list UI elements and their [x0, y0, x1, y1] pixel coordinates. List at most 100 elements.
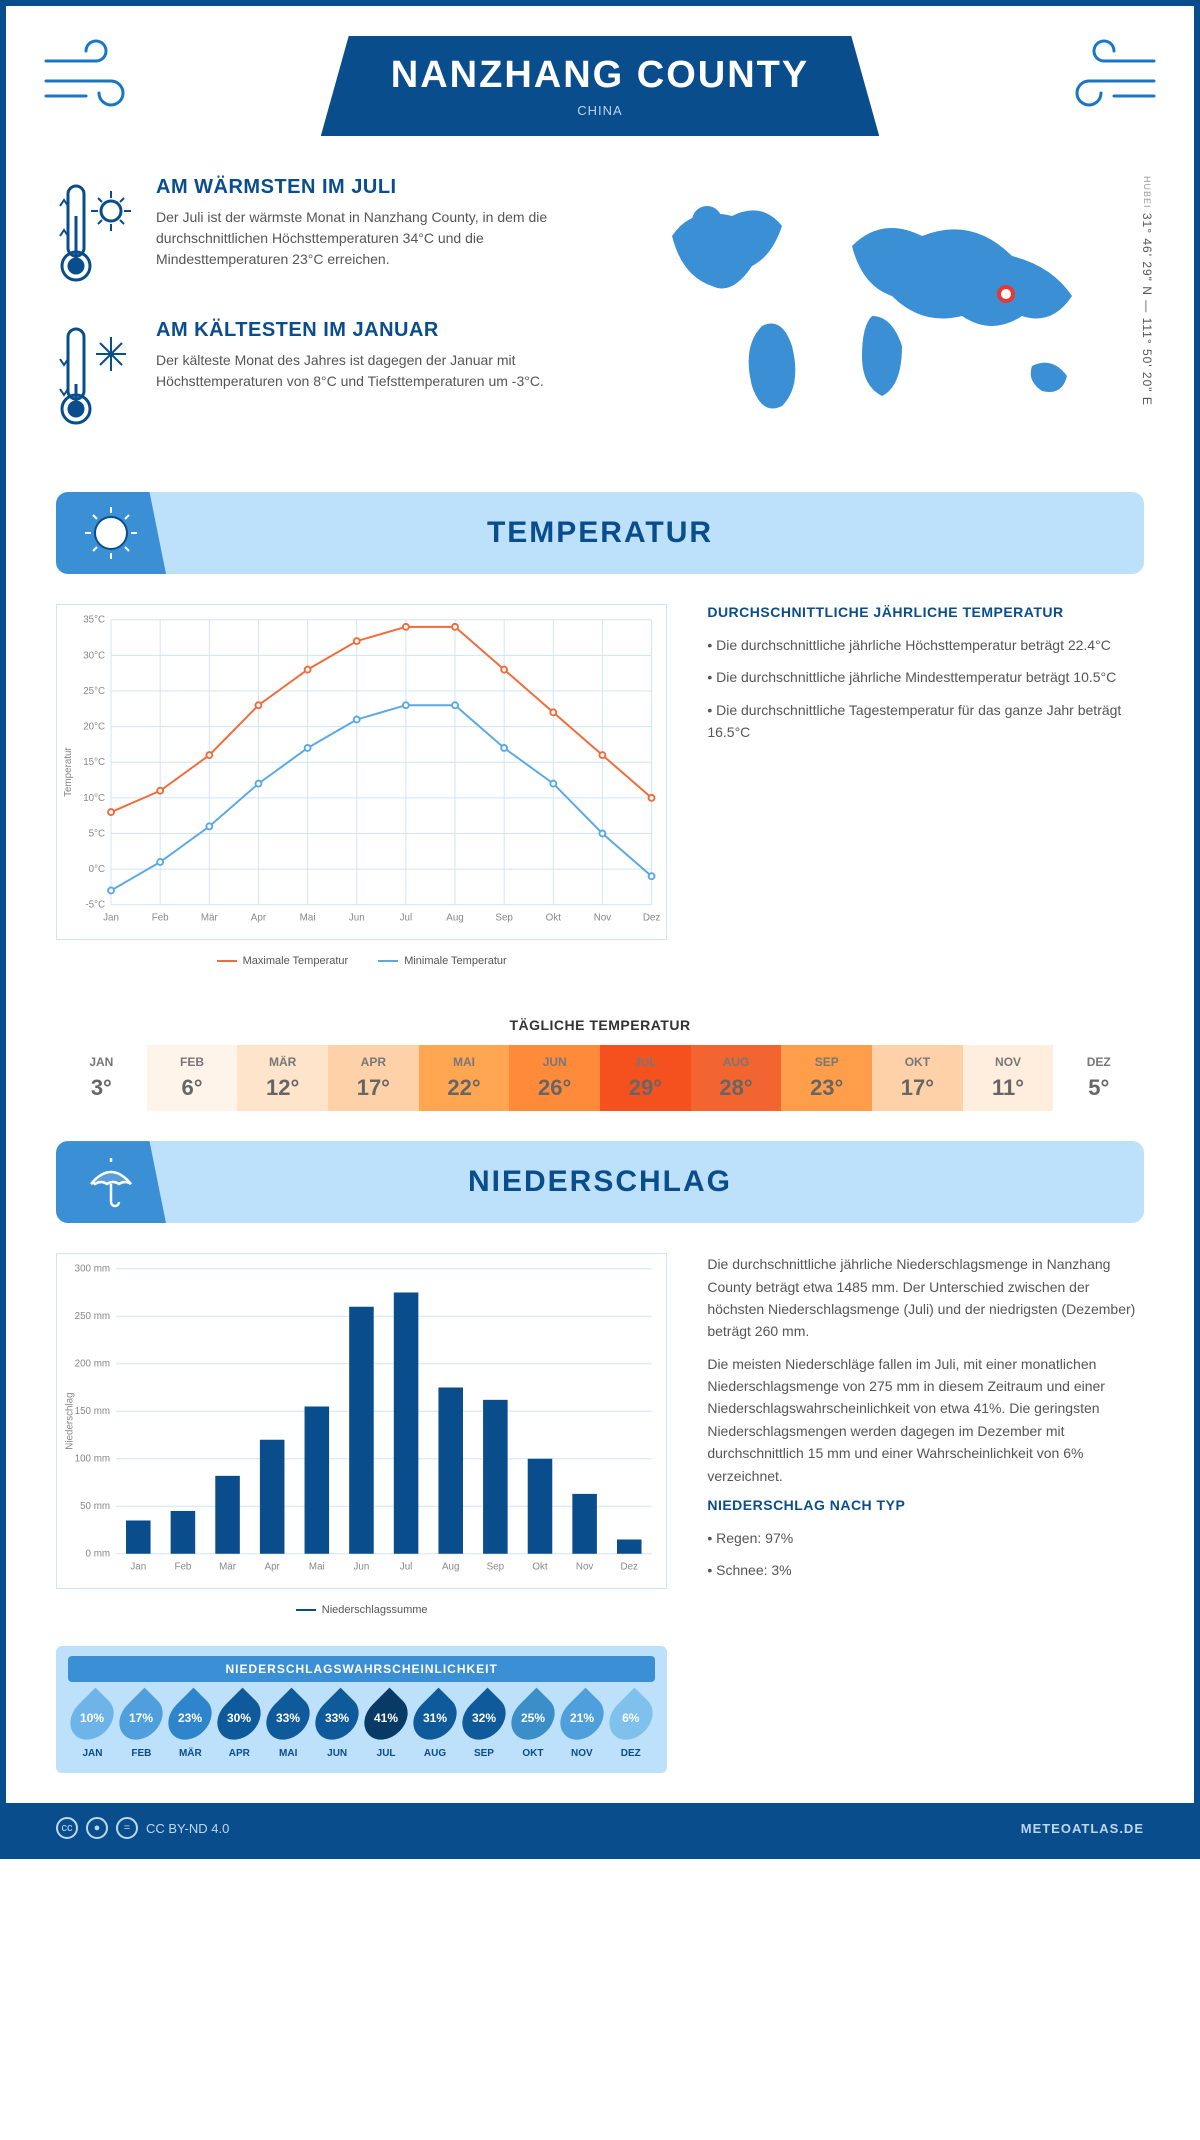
- precipitation-bar-chart: 0 mm50 mm100 mm150 mm200 mm250 mm300 mmJ…: [56, 1253, 667, 1589]
- daily-temp-cell: NOV11°: [963, 1045, 1054, 1111]
- svg-text:-5°C: -5°C: [85, 900, 105, 911]
- svg-text:30°C: 30°C: [83, 650, 105, 661]
- legend-bar: Niederschlagssumme: [296, 1604, 428, 1616]
- svg-text:100 mm: 100 mm: [75, 1454, 110, 1465]
- svg-text:Sep: Sep: [495, 912, 513, 923]
- legend-min: Minimale Temperatur: [378, 955, 507, 967]
- svg-text:Okt: Okt: [532, 1562, 548, 1573]
- svg-text:15°C: 15°C: [83, 757, 105, 768]
- cc-icon: cc: [56, 1817, 78, 1839]
- license-text: CC BY-ND 4.0: [146, 1821, 229, 1836]
- footer: cc ● = CC BY-ND 4.0 METEOATLAS.DE: [6, 1803, 1194, 1853]
- svg-text:Feb: Feb: [174, 1562, 191, 1573]
- fact-coldest: AM KÄLTESTEN IM JANUAR Der kälteste Mona…: [56, 319, 580, 434]
- precip-paragraph-1: Die durchschnittliche jährliche Niedersc…: [707, 1253, 1144, 1343]
- infographic-page: NANZHANG COUNTY CHINA AM WÄRMSTEN IM JUL…: [0, 0, 1200, 1859]
- svg-text:Jan: Jan: [103, 912, 119, 923]
- probability-drop: 17%FEB: [117, 1694, 166, 1759]
- location-title: NANZHANG COUNTY: [391, 54, 809, 97]
- svg-text:Aug: Aug: [446, 912, 463, 923]
- intro-facts: AM WÄRMSTEN IM JULI Der Juli ist der wär…: [56, 176, 580, 462]
- fact-cold-title: AM KÄLTESTEN IM JANUAR: [156, 319, 580, 342]
- svg-text:Mai: Mai: [300, 912, 316, 923]
- annual-bullet: Die durchschnittliche jährliche Höchstte…: [707, 634, 1144, 656]
- svg-text:Okt: Okt: [546, 912, 562, 923]
- probability-drop: 33%JUN: [313, 1694, 362, 1759]
- daily-temp-cell: DEZ5°: [1053, 1045, 1144, 1111]
- daily-temp-cell: FEB6°: [147, 1045, 238, 1111]
- annual-temp-title: DURCHSCHNITTLICHE JÄHRLICHE TEMPERATUR: [707, 604, 1144, 620]
- world-map: [620, 176, 1144, 436]
- temperature-section-header: TEMPERATUR: [56, 492, 1144, 574]
- probability-drop: 10%JAN: [68, 1694, 117, 1759]
- precip-paragraph-2: Die meisten Niederschläge fallen im Juli…: [707, 1353, 1144, 1487]
- temperature-line-chart: -5°C0°C5°C10°C15°C20°C25°C30°C35°CJanFeb…: [56, 604, 667, 940]
- svg-text:Apr: Apr: [265, 1562, 281, 1573]
- annual-temp-bullets: Die durchschnittliche jährliche Höchstte…: [707, 634, 1144, 744]
- svg-text:Apr: Apr: [251, 912, 267, 923]
- svg-text:Nov: Nov: [576, 1562, 594, 1573]
- intro-section: AM WÄRMSTEN IM JULI Der Juli ist der wär…: [6, 156, 1194, 492]
- svg-text:Jun: Jun: [349, 912, 365, 923]
- svg-text:50 mm: 50 mm: [80, 1501, 110, 1512]
- thermometer-sun-icon: [56, 176, 136, 291]
- precipitation-body: 0 mm50 mm100 mm150 mm200 mm250 mm300 mmJ…: [6, 1223, 1194, 1803]
- svg-text:Mär: Mär: [201, 912, 219, 923]
- fact-cold-text: Der kälteste Monat des Jahres ist dagege…: [156, 350, 580, 392]
- svg-text:Aug: Aug: [442, 1562, 459, 1573]
- svg-text:Jun: Jun: [354, 1562, 370, 1573]
- header: NANZHANG COUNTY CHINA: [6, 6, 1194, 156]
- svg-text:Jan: Jan: [130, 1562, 146, 1573]
- precipitation-text-column: Die durchschnittliche jährliche Niedersc…: [707, 1253, 1144, 1773]
- legend-max: Maximale Temperatur: [217, 955, 349, 967]
- svg-text:Mär: Mär: [219, 1562, 237, 1573]
- fact-warm-text: Der Juli ist der wärmste Monat in Nanzha…: [156, 207, 580, 270]
- svg-text:150 mm: 150 mm: [75, 1406, 110, 1417]
- svg-text:Jul: Jul: [400, 1562, 413, 1573]
- precipitation-legend: Niederschlagssumme: [56, 1594, 667, 1626]
- probability-drop: 32%SEP: [460, 1694, 509, 1759]
- license: cc ● = CC BY-ND 4.0: [56, 1817, 229, 1839]
- daily-temp-title: TÄGLICHE TEMPERATUR: [6, 1017, 1194, 1033]
- temperature-text-column: DURCHSCHNITTLICHE JÄHRLICHE TEMPERATUR D…: [707, 604, 1144, 977]
- probability-title: NIEDERSCHLAGSWAHRSCHEINLICHKEIT: [68, 1656, 655, 1682]
- fact-warmest: AM WÄRMSTEN IM JULI Der Juli ist der wär…: [56, 176, 580, 291]
- svg-text:Sep: Sep: [487, 1562, 505, 1573]
- site-name: METEOATLAS.DE: [1021, 1821, 1144, 1836]
- daily-temp-cell: SEP23°: [781, 1045, 872, 1111]
- location-country: CHINA: [391, 103, 809, 118]
- svg-text:Niederschlag: Niederschlag: [65, 1393, 76, 1450]
- umbrella-icon: [56, 1141, 166, 1223]
- svg-text:Jul: Jul: [400, 912, 413, 923]
- svg-text:Nov: Nov: [594, 912, 612, 923]
- precip-type-title: NIEDERSCHLAG NACH TYP: [707, 1497, 1144, 1513]
- thermometer-snow-icon: [56, 319, 136, 434]
- svg-text:20°C: 20°C: [83, 722, 105, 733]
- daily-temp-cell: MAI22°: [419, 1045, 510, 1111]
- svg-text:250 mm: 250 mm: [75, 1311, 110, 1322]
- probability-drop: 30%APR: [215, 1694, 264, 1759]
- daily-temp-cell: MÄR12°: [237, 1045, 328, 1111]
- by-icon: ●: [86, 1817, 108, 1839]
- sun-icon: [56, 492, 166, 574]
- svg-text:300 mm: 300 mm: [75, 1264, 110, 1275]
- probability-drop: 23%MÄR: [166, 1694, 215, 1759]
- wind-icon: [36, 36, 136, 116]
- probability-drop: 41%JUL: [362, 1694, 411, 1759]
- nd-icon: =: [116, 1817, 138, 1839]
- annual-bullet: Die durchschnittliche jährliche Mindestt…: [707, 666, 1144, 688]
- svg-text:Dez: Dez: [621, 1562, 639, 1573]
- precipitation-section-header: NIEDERSCHLAG: [56, 1141, 1144, 1223]
- svg-text:35°C: 35°C: [83, 615, 105, 626]
- type-bullet: Schnee: 3%: [707, 1559, 1144, 1581]
- probability-drop: 25%OKT: [508, 1694, 557, 1759]
- svg-text:0 mm: 0 mm: [86, 1549, 111, 1560]
- probability-box: NIEDERSCHLAGSWAHRSCHEINLICHKEIT 10%JAN17…: [56, 1646, 667, 1773]
- daily-temp-cell: JAN3°: [56, 1045, 147, 1111]
- daily-temp-cell: APR17°: [328, 1045, 419, 1111]
- svg-text:Feb: Feb: [152, 912, 169, 923]
- temperature-chart-column: -5°C0°C5°C10°C15°C20°C25°C30°C35°CJanFeb…: [56, 604, 667, 977]
- precipitation-title: NIEDERSCHLAG: [56, 1165, 1144, 1199]
- daily-temp-cell: AUG28°: [691, 1045, 782, 1111]
- temperature-legend: Maximale Temperatur Minimale Temperatur: [56, 945, 667, 977]
